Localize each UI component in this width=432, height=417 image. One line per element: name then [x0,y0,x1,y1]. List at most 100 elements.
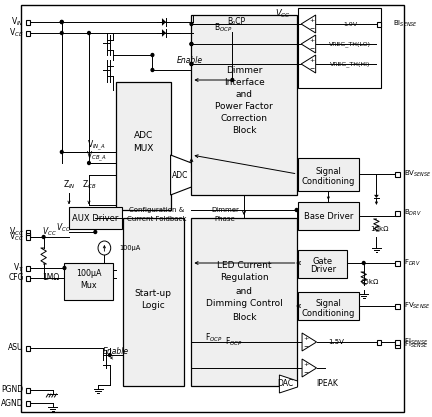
Text: Regulation: Regulation [220,274,268,282]
Text: BI$_{SENSE}$: BI$_{SENSE}$ [393,19,418,29]
Text: Dimmer: Dimmer [226,65,262,75]
Bar [26,276,31,281]
Circle shape [94,231,97,234]
Bar [377,339,381,344]
Bar [26,233,31,238]
Circle shape [190,63,193,65]
Text: CFG: CFG [8,274,24,282]
Bar [395,261,400,266]
Bar [26,229,31,234]
Text: V$_{CC}$: V$_{CC}$ [9,226,24,238]
Text: MUX: MUX [133,143,153,153]
Text: FI$_{SENSE}$: FI$_{SENSE}$ [403,340,428,350]
Text: Logic: Logic [141,301,165,311]
Bar [395,304,400,309]
Text: +: + [309,58,314,63]
Text: PGND: PGND [2,385,24,394]
Bar [298,158,359,191]
Text: −: − [309,65,314,70]
Text: AUX Driver: AUX Driver [72,214,118,223]
Circle shape [362,261,365,264]
Text: F$_{OCP}$: F$_{OCP}$ [225,336,243,348]
Circle shape [295,208,298,211]
Bar [298,8,381,88]
Text: −: − [303,369,308,374]
Bar [123,218,184,386]
Circle shape [98,241,111,255]
Text: Configuration &: Configuration & [129,207,184,213]
Text: Interface: Interface [224,78,264,86]
Text: V$_{CC}$: V$_{CC}$ [275,8,291,20]
Text: −: − [309,25,314,30]
Text: Start-up: Start-up [135,289,172,297]
Circle shape [88,32,90,35]
Text: BₒCP: BₒCP [228,17,246,25]
Circle shape [60,32,63,35]
Text: Block: Block [232,312,256,322]
Text: −: − [303,344,308,349]
Bar [26,20,31,25]
Bar [69,207,122,229]
Circle shape [42,236,45,239]
Polygon shape [162,18,166,26]
Text: −: − [309,45,314,50]
Text: 100μA: 100μA [119,245,140,251]
Text: Z$_{CB}$: Z$_{CB}$ [82,179,96,191]
Bar [395,171,400,176]
Circle shape [88,161,90,164]
Text: 1.9V: 1.9V [343,22,357,27]
Bar [116,82,171,210]
Text: V$_{CB}$: V$_{CB}$ [10,27,24,39]
Text: V$_{IN\_A}$: V$_{IN\_A}$ [87,139,106,153]
Polygon shape [302,333,317,351]
Polygon shape [162,29,166,37]
Bar [395,211,400,216]
Text: Current Foldback: Current Foldback [127,216,187,222]
Text: ASU: ASU [8,344,24,352]
Text: Enable: Enable [177,55,203,65]
Polygon shape [302,359,317,377]
Text: +: + [303,362,308,367]
Text: Signal: Signal [315,299,341,307]
Bar [191,218,297,386]
Text: LED Current: LED Current [217,261,271,269]
Circle shape [60,151,63,153]
Bar [395,339,400,344]
Text: FV$_{SENSE}$: FV$_{SENSE}$ [403,301,431,311]
Text: +: + [309,38,314,43]
Text: AGND: AGND [1,399,24,407]
Bar [298,292,359,320]
Circle shape [108,354,111,357]
Polygon shape [301,15,316,33]
Circle shape [190,43,193,45]
Text: F$_{DRV}$: F$_{DRV}$ [403,258,420,268]
Text: ADC: ADC [172,171,188,179]
Text: V$_{CC}$: V$_{CC}$ [56,222,71,234]
Text: VREG_TH(LO): VREG_TH(LO) [329,41,371,47]
Circle shape [151,68,154,71]
Text: Block: Block [232,126,256,135]
Text: Gate: Gate [313,256,333,266]
Text: IPEAK: IPEAK [317,379,338,389]
Text: B$_{OCP}$: B$_{OCP}$ [214,22,232,34]
Text: Driver: Driver [310,266,336,274]
Text: Mux: Mux [81,281,97,289]
Bar [26,346,31,351]
Text: Phase: Phase [215,216,235,222]
Text: ADC: ADC [134,131,153,140]
Text: 65kΩ: 65kΩ [361,279,379,285]
Polygon shape [301,55,316,73]
Text: B$_{DRV}$: B$_{DRV}$ [403,208,421,218]
Circle shape [190,43,193,45]
Text: V$_{CC}$: V$_{CC}$ [41,226,57,238]
Text: 1MΩ: 1MΩ [42,274,60,282]
Polygon shape [374,195,379,198]
Text: FI$_{SENSE}$: FI$_{SENSE}$ [403,337,428,347]
Text: +: + [309,18,314,23]
Text: F$_{OCP}$: F$_{OCP}$ [205,332,223,344]
Bar [298,202,359,230]
Polygon shape [171,155,191,195]
Circle shape [231,78,234,81]
Text: and: and [235,286,253,296]
Bar [26,234,31,239]
